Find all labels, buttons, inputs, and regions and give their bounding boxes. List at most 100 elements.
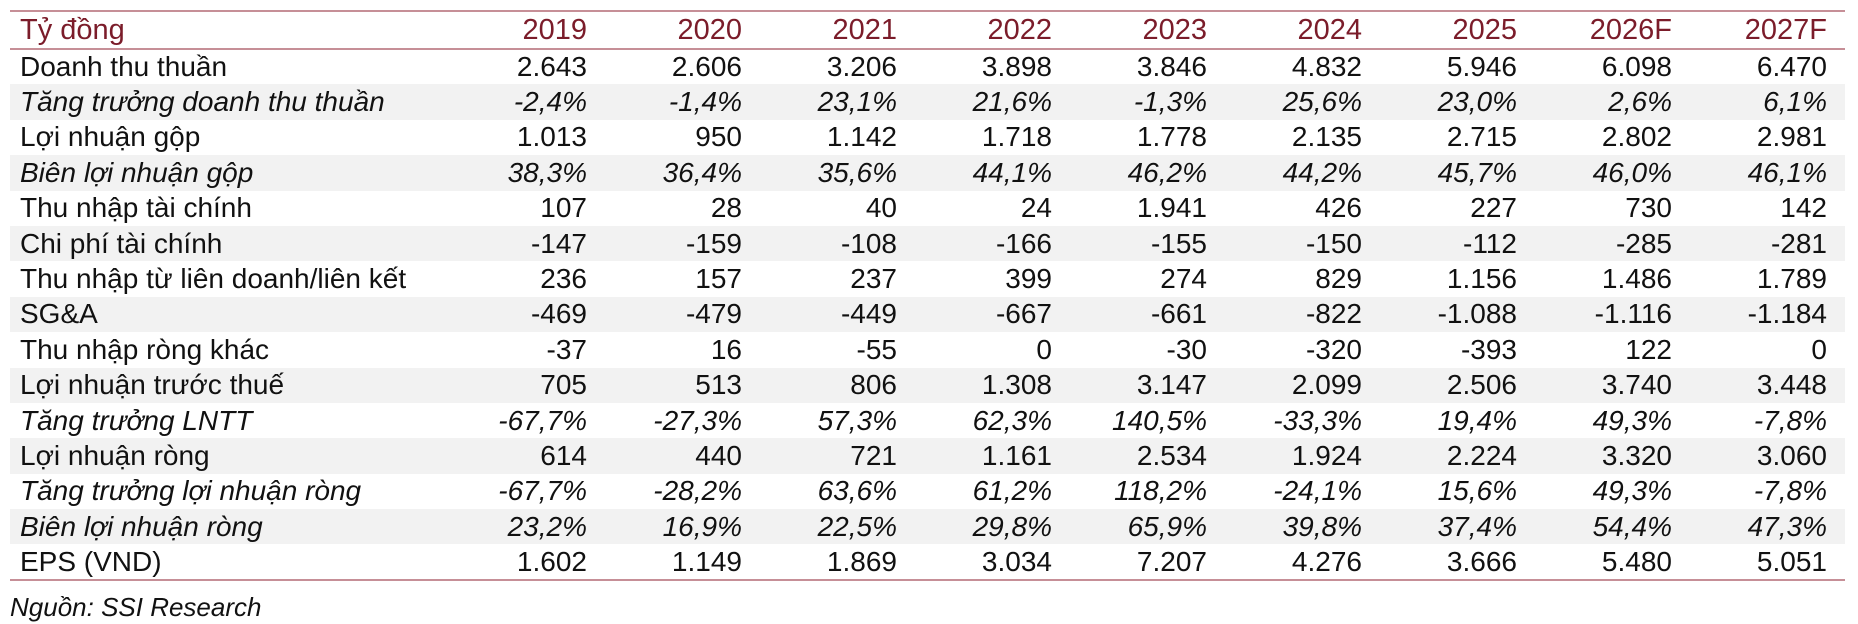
row-label: Tăng trưởng lợi nhuận ròng [20,475,362,507]
table-cell: 23,2% [450,509,605,545]
table-row: Thu nhập từ liên doanh/liên kết 236 157 237… [10,261,1845,296]
table-cell: -1,4% [605,84,760,120]
table-cell: 2.135 [1291,121,1362,153]
table-cell: -1,3% [1070,84,1225,120]
table-cell: 107 [540,192,587,224]
table-cell: -285 [1535,225,1690,262]
table-cell: -7,8% [1753,404,1827,436]
table-cell: -822 [1225,296,1380,333]
table-row: Lợi nhuận gộp 1.013 950 1.142 1.718 1.778 2.13… [10,120,1845,155]
table-cell: 15,6% [1437,475,1517,507]
table-cell: 3.206 [826,51,897,83]
table-cell: 23,1% [760,84,915,120]
table-cell: 1.142 [826,121,897,153]
table-cell: 37,4% [1380,509,1535,545]
row-label: Tăng trưởng LNTT [20,404,253,436]
table-cell: 16 [710,333,742,365]
table-cell: 1.789 [1756,263,1827,295]
table-cell: 274 [1160,263,1207,295]
table-cell: 0 [1036,333,1052,365]
row-label: Lợi nhuận ròng [10,438,450,474]
table-cell: -150 [1225,225,1380,262]
table-cell: 19,4% [1437,404,1517,436]
table-cell: 1.602 [516,545,587,577]
table-cell: 28 [710,192,742,224]
header-unit-label: Tỷ đồng [20,13,125,46]
table-cell: -67,7% [498,404,587,436]
table-cell: -1.184 [1690,296,1845,333]
table-cell: 806 [760,367,915,403]
table-cell: 57,3% [817,404,897,436]
table-cell: -30 [1166,333,1207,365]
row-label: Biên lợi nhuận ròng [10,509,450,545]
table-cell: 4.832 [1291,51,1362,83]
table-cell: 6.098 [1601,51,1672,83]
table-cell: 950 [695,121,742,153]
table-row: Chi phí tài chính -147 -159 -108 -166 -155 -15… [10,225,1845,262]
header-year: 2021 [832,13,897,46]
table-cell: 35,6% [760,155,915,191]
table-cell: -1.088 [1380,296,1535,333]
table-cell: 1.156 [1446,263,1517,295]
table-cell: 44,1% [915,155,1070,191]
table-cell: 49,3% [1592,404,1672,436]
table-cell: 1.161 [915,438,1070,474]
row-label: Thu nhập ròng khác [20,333,270,365]
table-cell: 1.778 [1136,121,1207,153]
header-year: 2025 [1452,13,1517,46]
row-label: Biên lợi nhuận gộp [10,155,450,191]
table-cell: 46,1% [1690,155,1845,191]
row-label: SG&A [10,296,450,333]
table-cell: -661 [1070,296,1225,333]
table-cell: 23,0% [1380,84,1535,120]
table-cell: 29,8% [915,509,1070,545]
table-cell: 40 [865,192,897,224]
table-cell: 2.715 [1446,121,1517,153]
financial-table-container: Tỷ đồng 2019 2020 2021 2022 2023 2024 2025 2026… [10,10,1848,581]
table-cell: 399 [1005,263,1052,295]
table-cell: 2.802 [1601,121,1672,153]
table-cell: 705 [450,367,605,403]
table-row: EPS (VND) 1.602 1.149 1.869 3.034 7.207 4.276 3… [10,544,1845,580]
row-label: Doanh thu thuần [20,51,228,83]
table-cell: 2.606 [671,51,742,83]
table-cell: 2.534 [1070,438,1225,474]
table-cell: 65,9% [1070,509,1225,545]
table-cell: 4.276 [1291,545,1362,577]
table-cell: 236 [540,263,587,295]
table-cell: 5.051 [1756,545,1827,577]
row-label: Chi phí tài chính [10,225,450,262]
table-cell: 24 [1020,192,1052,224]
table-cell: -479 [605,296,760,333]
financial-summary-table: Tỷ đồng 2019 2020 2021 2022 2023 2024 2025 2026… [10,10,1845,581]
table-cell: 1.308 [915,367,1070,403]
table-cell: -449 [760,296,915,333]
table-cell: 61,2% [972,475,1052,507]
table-cell: 5.946 [1446,51,1517,83]
table-cell: 730 [1625,192,1672,224]
table-cell: 3.846 [1136,51,1207,83]
table-cell: 54,4% [1535,509,1690,545]
header-year: 2023 [1142,13,1207,46]
table-cell: 1.486 [1601,263,1672,295]
table-cell: 122 [1625,333,1672,365]
table-cell: 513 [605,367,760,403]
table-cell: 829 [1315,263,1362,295]
table-cell: 1.718 [981,121,1052,153]
row-label: Lợi nhuận gộp [20,121,201,153]
table-header: Tỷ đồng 2019 2020 2021 2022 2023 2024 2025 2026… [10,11,1845,49]
table-cell: -667 [915,296,1070,333]
table-cell: 6,1% [1690,84,1845,120]
row-label: Lợi nhuận trước thuế [10,367,450,403]
table-cell: 440 [605,438,760,474]
table-cell: 44,2% [1225,155,1380,191]
table-cell: -147 [450,225,605,262]
table-row: Lợi nhuận trước thuế 705 513 806 1.308 3.147 2… [10,367,1845,403]
table-cell: -7,8% [1753,475,1827,507]
table-cell: 614 [450,438,605,474]
table-cell: -320 [1305,333,1362,365]
table-row: Doanh thu thuần 2.643 2.606 3.206 3.898 3.846… [10,49,1845,84]
table-cell: 22,5% [760,509,915,545]
table-cell: 3.320 [1535,438,1690,474]
table-cell: 47,3% [1690,509,1845,545]
